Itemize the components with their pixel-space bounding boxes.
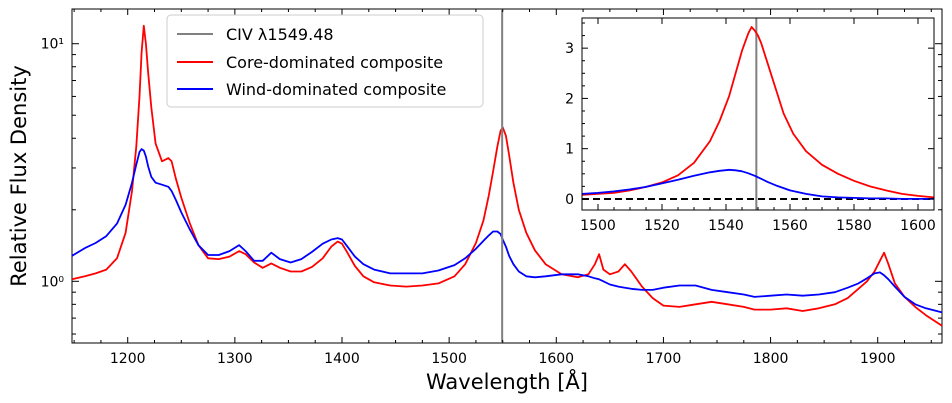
inset-y-tick-label: 0	[565, 192, 574, 208]
inset-x-tick-label: 1560	[772, 218, 808, 234]
legend-label-wind: Wind-dominated composite	[226, 80, 446, 99]
inset-x-tick-label: 1540	[708, 218, 744, 234]
main-x-tick-label: 1700	[646, 351, 682, 367]
main-x-tick-label: 1500	[431, 351, 467, 367]
inset-series-layer	[581, 18, 935, 210]
inset-ticks-layer: 1500 1520 1540 1560 1580 1600 0 1 2 3	[565, 18, 936, 234]
main-y-tick-label: 10¹	[41, 37, 64, 53]
main-x-tick-label: 1600	[538, 351, 574, 367]
inset-x-tick-label: 1600	[900, 218, 936, 234]
inset-x-tick-label: 1580	[836, 218, 872, 234]
legend-box	[166, 14, 484, 108]
legend: CIV λ1549.48 Core-dominated composite Wi…	[166, 14, 484, 108]
inset-y-tick-label: 1	[565, 142, 574, 158]
legend-label-civ: CIV λ1549.48	[226, 25, 334, 44]
main-x-tick-label: 1300	[217, 351, 253, 367]
main-plot-panel: 1200 1300 1400 1500 1600 1700 1800 1900 10⁰ 10¹ W…	[7, 8, 943, 394]
main-x-tick-label: 1200	[110, 351, 146, 367]
y-axis-title: Relative Flux Density	[7, 65, 31, 287]
inset-x-tick-label: 1500	[580, 218, 616, 234]
inset-series-line-0	[581, 26, 935, 199]
main-series-layer	[71, 9, 943, 343]
main-series-line-0	[71, 24, 943, 327]
main-x-tick-label: 1400	[324, 351, 360, 367]
legend-label-core: Core-dominated composite	[226, 53, 443, 72]
main-x-tick-label: 1800	[753, 351, 789, 367]
main-x-tick-label: 1900	[860, 351, 896, 367]
x-axis-title: Wavelength [Å]	[426, 368, 588, 394]
main-ticks-layer: 1200 1300 1400 1500 1600 1700 1800 1900 10⁰ 10¹	[41, 9, 942, 367]
inset-y-tick-label: 2	[565, 91, 574, 107]
main-plot-frame	[71, 8, 943, 344]
inset-plot-panel: 1500 1520 1540 1560 1580 1600 0 1 2 3	[565, 17, 936, 234]
main-y-tick-label: 10⁰	[41, 274, 65, 290]
inset-series-line-1	[581, 168, 934, 200]
inset-background	[582, 18, 934, 210]
inset-y-tick-label: 3	[565, 41, 574, 57]
inset-x-tick-label: 1520	[644, 218, 680, 234]
main-series-line-1	[71, 148, 943, 314]
